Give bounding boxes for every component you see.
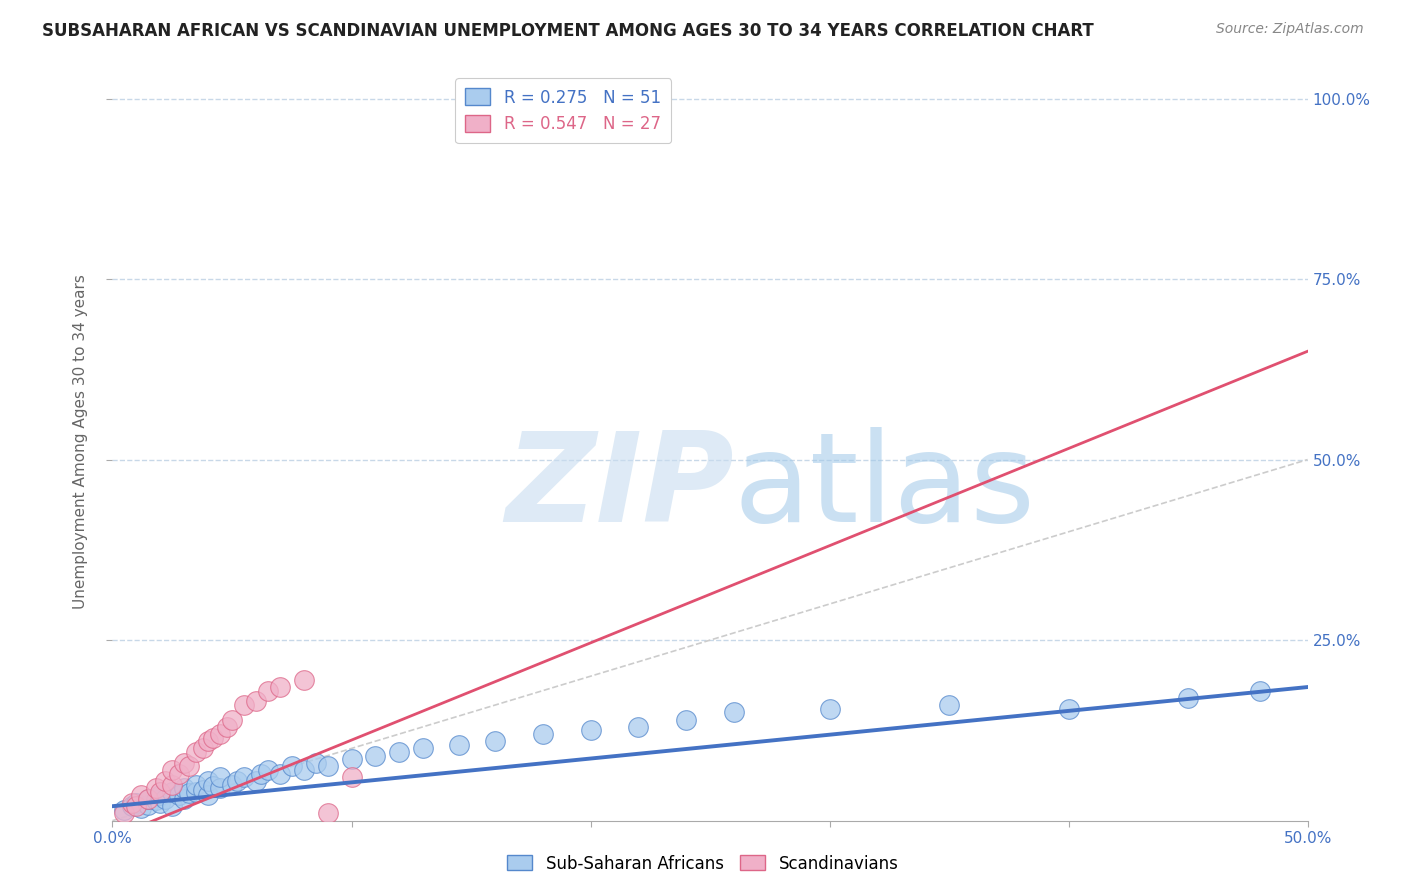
Point [257, 683, 280, 698]
Point [292, 763, 315, 777]
Point [153, 773, 176, 788]
Point [114, 806, 135, 821]
Point [177, 759, 200, 773]
Point [340, 770, 363, 784]
Point [125, 796, 148, 810]
Legend: Sub-Saharan Africans, Scandinavians: Sub-Saharan Africans, Scandinavians [501, 848, 905, 880]
Point [149, 789, 172, 803]
Point [209, 781, 232, 796]
Point [173, 781, 195, 796]
Point [209, 770, 232, 784]
Point [221, 713, 243, 727]
Point [186, 745, 208, 759]
Point [114, 803, 135, 817]
Point [145, 781, 167, 796]
Point [138, 792, 160, 806]
Point [364, 748, 387, 763]
Point [257, 763, 280, 777]
Point [388, 745, 411, 759]
Point [1177, 690, 1199, 705]
Point [162, 785, 183, 799]
Text: ZIP: ZIP [505, 426, 734, 548]
Y-axis label: Unemployment Among Ages 30 to 34 years: Unemployment Among Ages 30 to 34 years [73, 274, 89, 609]
Point [129, 789, 152, 803]
Point [177, 786, 200, 800]
Point [412, 741, 434, 756]
Point [162, 778, 183, 792]
Point [249, 766, 271, 780]
Point [1057, 702, 1080, 716]
Point [627, 720, 650, 734]
Point [269, 680, 291, 694]
Point [197, 773, 219, 788]
Point [169, 766, 191, 780]
Point [316, 806, 339, 821]
Point [233, 770, 256, 784]
Point [340, 752, 363, 766]
Point [201, 779, 224, 793]
Point [149, 796, 172, 810]
Point [173, 792, 195, 806]
Point [675, 713, 697, 727]
Point [245, 694, 267, 708]
Point [121, 796, 143, 810]
Point [162, 799, 183, 814]
Point [201, 731, 224, 745]
Point [579, 723, 602, 738]
Point [225, 773, 247, 788]
Point [292, 673, 315, 687]
Point [245, 773, 267, 788]
Text: atlas: atlas [734, 426, 1036, 548]
Point [1249, 683, 1271, 698]
Point [173, 756, 195, 770]
Point [316, 759, 339, 773]
Point [121, 799, 143, 814]
Point [125, 799, 148, 814]
Point [531, 727, 554, 741]
Point [138, 797, 160, 812]
Point [269, 766, 291, 780]
Point [193, 741, 215, 756]
Point [186, 778, 208, 792]
Point [217, 720, 239, 734]
Point [162, 763, 183, 777]
Point [145, 793, 167, 807]
Point [938, 698, 960, 712]
Legend: R = 0.275   N = 51, R = 0.547   N = 27: R = 0.275 N = 51, R = 0.547 N = 27 [456, 78, 671, 143]
Point [197, 789, 219, 803]
Text: SUBSAHARAN AFRICAN VS SCANDINAVIAN UNEMPLOYMENT AMONG AGES 30 TO 34 YEARS CORREL: SUBSAHARAN AFRICAN VS SCANDINAVIAN UNEMP… [42, 22, 1094, 40]
Point [209, 727, 232, 741]
Point [153, 792, 176, 806]
Point [186, 785, 208, 799]
Point [197, 734, 219, 748]
Point [305, 756, 328, 770]
Point [233, 698, 256, 712]
Point [221, 778, 243, 792]
Point [484, 734, 506, 748]
Point [723, 706, 745, 720]
Point [149, 785, 172, 799]
Text: Source: ZipAtlas.com: Source: ZipAtlas.com [1216, 22, 1364, 37]
Point [447, 738, 470, 752]
Point [129, 800, 152, 814]
Point [169, 789, 191, 803]
Point [193, 783, 215, 797]
Point [818, 702, 841, 716]
Point [138, 792, 160, 806]
Point [281, 759, 304, 773]
